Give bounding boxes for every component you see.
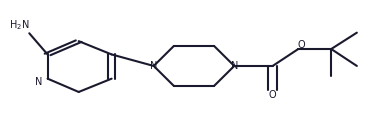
Text: O: O bbox=[269, 90, 276, 100]
Text: O: O bbox=[297, 40, 305, 50]
Text: H$_2$N: H$_2$N bbox=[9, 18, 30, 32]
Text: N: N bbox=[35, 77, 42, 87]
Text: N: N bbox=[150, 61, 157, 71]
Text: N: N bbox=[231, 61, 238, 71]
